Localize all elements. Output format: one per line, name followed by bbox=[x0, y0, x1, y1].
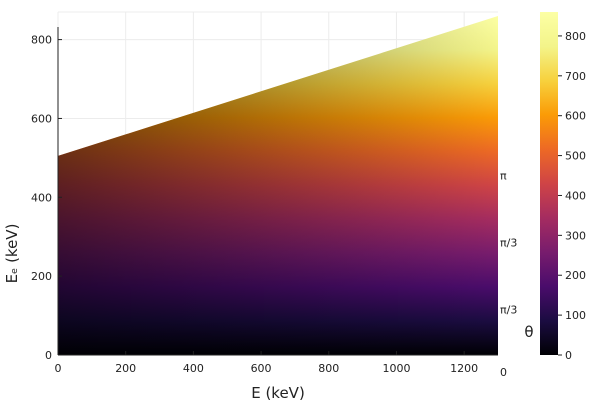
colorbar-tick-label-4: 400 bbox=[565, 189, 586, 202]
y-tick-label-2: 400 bbox=[31, 191, 52, 204]
colorbar-tick-label-8: 800 bbox=[565, 30, 586, 43]
y-tick-label-0: 0 bbox=[45, 349, 52, 362]
colorbar-label: θ bbox=[524, 323, 533, 341]
colorbar-gradient bbox=[540, 12, 558, 355]
colorbar-tick-label-2: 200 bbox=[565, 269, 586, 282]
right-annotation-1: π/3 bbox=[500, 237, 517, 250]
y-tick-labels: 0 200 400 600 800 bbox=[31, 34, 62, 362]
x-tick-label-0: 0 bbox=[55, 362, 62, 375]
y-tick-label-3: 600 bbox=[31, 112, 52, 125]
x-tick-label-4: 800 bbox=[318, 362, 339, 375]
axes bbox=[57, 27, 498, 356]
colorbar-tick-label-7: 700 bbox=[565, 70, 586, 83]
colorbar-tick-label-5: 500 bbox=[565, 150, 586, 163]
colorbar-tick-label-3: 300 bbox=[565, 229, 586, 242]
colorbar-tick-label-1: 100 bbox=[565, 309, 586, 322]
colorbar-tick-label-6: 600 bbox=[565, 110, 586, 123]
right-annotation-3: 0 bbox=[500, 366, 507, 379]
heatmap-region bbox=[58, 15, 498, 355]
x-tick-label-5: 1000 bbox=[382, 362, 410, 375]
x-tick-labels: 0 200 400 600 800 1000 1200 bbox=[55, 351, 478, 375]
right-annotation-0: π bbox=[500, 170, 507, 183]
x-tick-label-6: 1200 bbox=[450, 362, 478, 375]
right-annotations: π π/3 π/3 0 bbox=[500, 170, 517, 379]
colorbar-tick-label-0: 0 bbox=[565, 349, 572, 362]
x-tick-label-3: 600 bbox=[251, 362, 272, 375]
colorbar: 0 100 200 300 400 500 600 700 800 bbox=[540, 12, 586, 362]
y-axis-label: Eₑ (keV) bbox=[3, 224, 21, 284]
x-tick-label-2: 400 bbox=[183, 362, 204, 375]
right-annotation-2: π/3 bbox=[500, 304, 517, 317]
x-axis-label: E (keV) bbox=[251, 384, 305, 400]
x-tick-label-1: 200 bbox=[115, 362, 136, 375]
y-tick-label-1: 200 bbox=[31, 270, 52, 283]
heatmap-shading bbox=[58, 15, 498, 355]
y-tick-label-4: 800 bbox=[31, 34, 52, 47]
